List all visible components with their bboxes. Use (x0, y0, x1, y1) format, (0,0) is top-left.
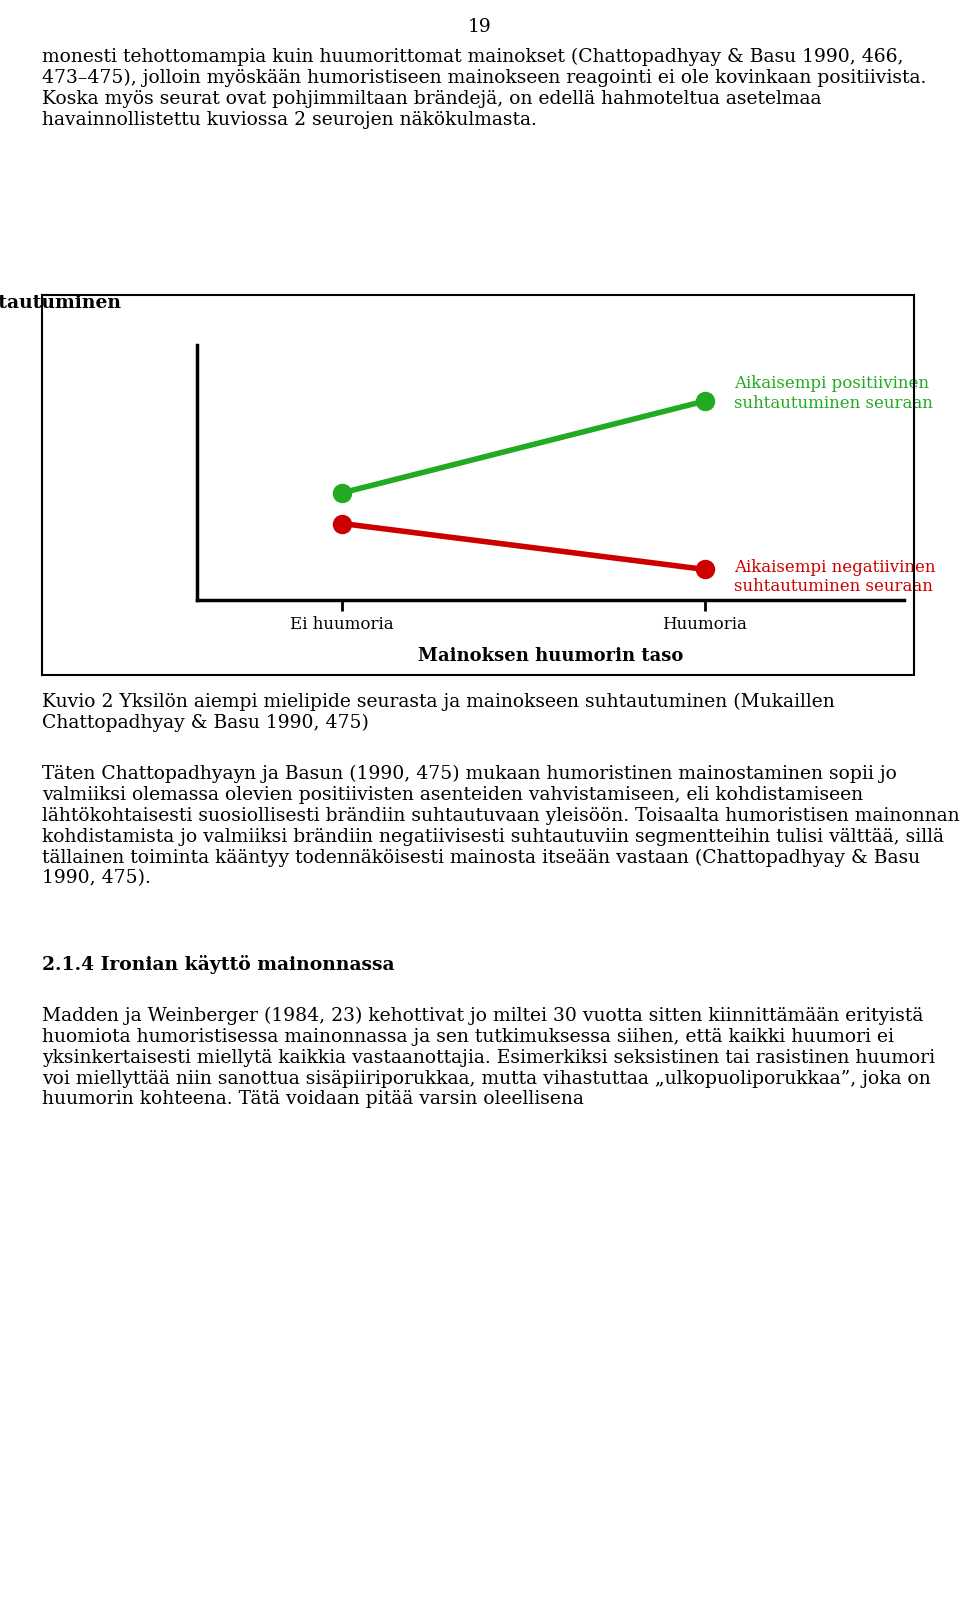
Text: Kuvio 2 Yksilön aiempi mielipide seurasta ja mainokseen suhtautuminen (Mukaillen: Kuvio 2 Yksilön aiempi mielipide seurast… (42, 693, 835, 732)
Text: Aikaisempi positiivinen
suhtautuminen seuraan: Aikaisempi positiivinen suhtautuminen se… (733, 375, 932, 412)
Text: Madden ja Weinberger (1984, 23) kehottivat jo miltei 30 vuotta sitten kiinnittäm: Madden ja Weinberger (1984, 23) kehottiv… (42, 1007, 935, 1109)
Text: Aikaisempi negatiivinen
suhtautuminen seuraan: Aikaisempi negatiivinen suhtautuminen se… (733, 559, 935, 595)
X-axis label: Mainoksen huumorin taso: Mainoksen huumorin taso (418, 646, 684, 664)
Text: monesti tehottomampia kuin huumorittomat mainokset (Chattopadhyay & Basu 1990, 4: monesti tehottomampia kuin huumorittomat… (42, 48, 926, 129)
Text: Mainokseen suhtautuminen: Mainokseen suhtautuminen (0, 294, 121, 312)
Text: Täten Chattopadhyayn ja Basun (1990, 475) mukaan humoristinen mainostaminen sopi: Täten Chattopadhyayn ja Basun (1990, 475… (42, 764, 960, 887)
Text: 19: 19 (468, 18, 492, 36)
Text: 2.1.4 Ironian käyttö mainonnassa: 2.1.4 Ironian käyttö mainonnassa (42, 955, 395, 974)
